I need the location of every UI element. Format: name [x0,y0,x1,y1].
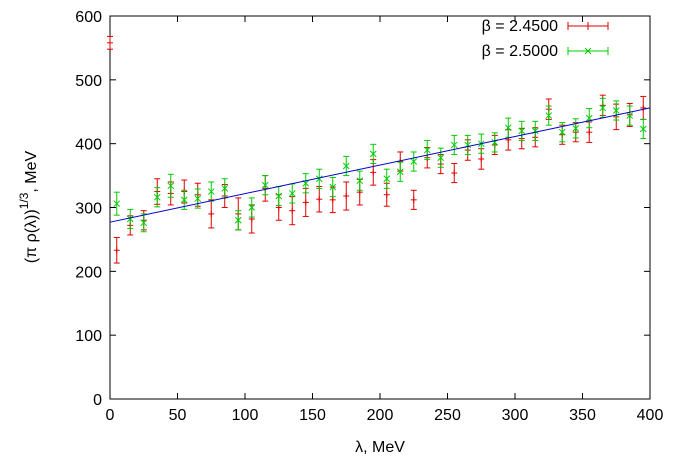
data-point [585,108,593,129]
x-tick-label: 0 [106,407,115,424]
data-point [464,134,472,156]
data-point [545,105,553,126]
data-point [640,95,647,120]
data-point [450,134,458,156]
fit-line [109,107,651,223]
legend-swatch-series-2 [567,47,609,55]
axis-ticks: 0 50 100 150 200 250 300 350 400 0 100 200 300 400 500… [75,9,663,424]
data-point [572,118,580,139]
data-point [423,139,431,161]
data-point [153,187,161,208]
data-point [599,97,607,118]
x-tick-label: 250 [434,407,461,424]
plot-frame [109,15,651,400]
data-point [343,181,350,211]
data-point [221,178,229,199]
x-axis-title: λ, MeV [355,439,405,456]
x-tick-label: 50 [169,407,187,424]
data-point [315,168,323,189]
data-point [288,183,296,204]
legend-swatch-series-1 [567,22,609,30]
x-tick-label: 100 [232,407,259,424]
data-point [261,175,269,196]
data-point [410,189,417,210]
data-point [612,100,620,121]
data-point [383,168,391,189]
data-point [208,199,215,229]
data-point [234,210,242,231]
x-tick-label: 400 [637,407,664,424]
data-point [369,143,377,164]
data-point [437,147,445,168]
y-tick-label: 200 [75,264,102,281]
y-tick-label: 300 [75,201,102,218]
data-point [356,170,364,191]
legend: β = 2.4500 β = 2.5000 [482,18,609,60]
series-1 [107,35,647,264]
data-point [167,173,175,198]
data-point [639,118,647,140]
data-point [140,213,148,233]
data-point [302,173,310,194]
series-layer [107,35,651,264]
data-point [248,197,256,218]
y-tick-label: 600 [75,9,102,26]
x-tick-label: 200 [367,407,394,424]
y-tick-label: 500 [75,73,102,90]
data-point [113,191,121,216]
data-point [329,176,337,198]
data-point [558,122,566,143]
legend-label-series-1: β = 2.4500 [482,18,558,35]
y-tick-label: 100 [75,328,102,345]
y-axis-title: (π ρ(λ))1/3, MeV [17,150,40,263]
data-point [194,188,202,209]
data-point [107,35,113,50]
data-point [518,120,526,141]
data-point [504,117,512,138]
y-tick-label: 0 [93,392,102,409]
data-point [410,151,418,172]
x-tick-label: 350 [569,407,596,424]
data-point [626,105,634,126]
data-point [451,162,458,184]
data-point [396,161,404,182]
y-tick-label: 400 [75,137,102,154]
legend-label-series-2: β = 2.5000 [482,43,558,60]
data-point [316,185,323,213]
x-tick-label: 150 [299,407,326,424]
x-tick-label: 300 [502,407,529,424]
data-point [275,185,283,207]
data-point [113,237,120,264]
data-point [207,181,215,202]
